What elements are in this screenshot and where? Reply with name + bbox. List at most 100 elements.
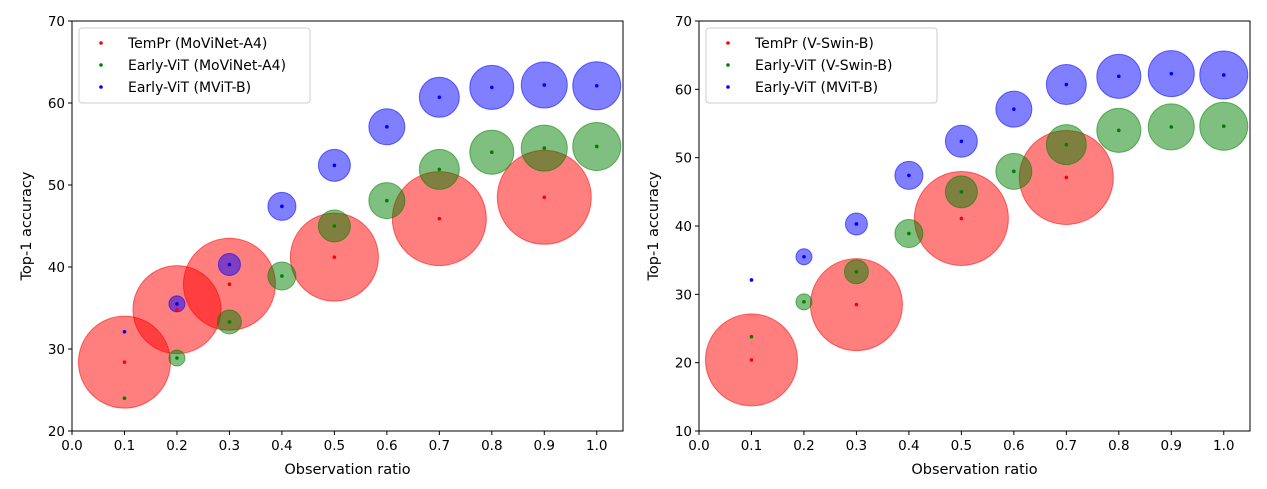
y-tick-label: 20: [675, 356, 692, 372]
legend: TemPr (MoViNet-A4) Early-ViT (MoViNet-A4)…: [78, 27, 311, 104]
data-point-series-1-1: [175, 356, 179, 360]
legend-label: Early-ViT (MViT-B): [755, 80, 878, 96]
y-tick-label: 50: [675, 151, 692, 167]
data-point-series-2-5: [385, 124, 389, 129]
data-point-series-2-7: [490, 85, 494, 90]
data-point-series-1-5: [385, 198, 389, 203]
x-tick-label: 0.3: [846, 438, 867, 454]
data-point-series-2-9: [1221, 73, 1226, 77]
data-point-series-0-3: [332, 255, 337, 259]
y-tick-label: 10: [675, 424, 692, 440]
bubble-layer: [77, 61, 622, 409]
legend: TemPr (V-Swin-B) Early-ViT (V-Swin-B) Earl…: [705, 27, 938, 104]
data-point-series-2-7: [1117, 74, 1121, 79]
data-point-series-0-1: [854, 302, 859, 307]
x-tick-label: 0.4: [898, 438, 919, 454]
x-tick-label: 1.0: [586, 438, 607, 454]
legend-marker: [99, 63, 103, 67]
y-axis-label: Top-1 accuracy: [19, 171, 35, 281]
dot-layer: [749, 71, 1226, 362]
x-tick-label: 0.5: [951, 438, 972, 454]
data-point-series-2-0: [749, 278, 754, 282]
legend-label: TemPr (MoViNet-A4): [127, 36, 267, 52]
chart-right: 0.0 0.1 0.2 0.3 0.4 0.5 0.6 0.7 0.8 0.9 1.0 10 20 30 4…: [646, 14, 1251, 478]
x-axis-label: Observation ratio: [911, 462, 1037, 478]
data-point-series-1-9: [1221, 124, 1226, 129]
chart-left: 0.0 0.1 0.2 0.3 0.4 0.5 0.6 0.7 0.8 0.9 1.0 20 30 40 5…: [19, 14, 624, 478]
data-point-series-0-4: [437, 216, 442, 221]
data-point-series-0-1: [175, 307, 179, 312]
data-point-series-1-8: [542, 146, 547, 150]
data-point-series-2-8: [542, 83, 547, 87]
x-tick-label: 0.8: [481, 438, 502, 454]
data-point-series-1-4: [332, 224, 337, 228]
data-point-series-1-7: [1117, 128, 1121, 133]
data-point-series-1-6: [1064, 142, 1069, 147]
data-point-series-0-2: [227, 282, 232, 287]
x-tick-label: 0.8: [1108, 438, 1129, 454]
data-point-series-2-8: [1169, 71, 1174, 76]
data-point-series-1-9: [594, 144, 599, 149]
legend-label: Early-ViT (V-Swin-B): [755, 58, 893, 74]
data-point-series-2-0: [122, 329, 127, 334]
data-point-series-0-2: [959, 216, 964, 221]
data-point-series-0-0: [749, 358, 754, 362]
x-axis-label: Observation ratio: [284, 462, 410, 478]
y-tick-label: 70: [48, 14, 65, 30]
data-point-series-1-2: [227, 320, 232, 324]
y-tick-label: 60: [48, 96, 65, 112]
data-point-series-2-1: [802, 254, 806, 259]
y-tick-label: 20: [48, 424, 65, 440]
data-point-series-1-1: [802, 300, 806, 304]
legend-marker: [726, 41, 730, 45]
x-tick-label: 0.1: [741, 438, 762, 454]
x-tick-label: 0.1: [114, 438, 135, 454]
data-point-series-1-3: [280, 274, 284, 278]
data-point-series-2-2: [854, 222, 859, 226]
data-point-series-1-0: [749, 334, 754, 339]
x-tick-label: 0.4: [271, 438, 292, 454]
bubble-layer: [704, 50, 1249, 407]
legend-box: [78, 27, 311, 104]
data-point-series-0-5: [542, 195, 547, 200]
data-point-series-2-1: [175, 302, 179, 306]
x-tick-label: 1.0: [1213, 438, 1234, 454]
x-tick-label: 0.6: [376, 438, 397, 454]
x-tick-label: 0.9: [534, 438, 555, 454]
dot-layer: [122, 83, 599, 401]
x-tick-label: 0.0: [61, 438, 82, 454]
data-point-series-2-5: [1012, 107, 1016, 111]
y-axis-label: Top-1 accuracy: [646, 171, 662, 281]
legend-marker: [99, 41, 103, 45]
legend-marker: [726, 63, 730, 67]
data-point-series-0-3: [1064, 175, 1069, 180]
data-point-series-1-3: [907, 231, 911, 236]
y-tick-label: 40: [675, 219, 692, 235]
data-point-series-2-3: [280, 204, 284, 209]
y-tick-label: 60: [675, 82, 692, 98]
data-point-series-1-2: [854, 269, 859, 274]
legend-label: TemPr (V-Swin-B): [754, 36, 874, 52]
y-tick-label: 50: [48, 178, 65, 194]
y-tick-label: 40: [48, 260, 65, 276]
x-tick-label: 0.6: [1003, 438, 1024, 454]
x-tick-label: 0.7: [1056, 438, 1077, 454]
data-point-series-2-4: [959, 139, 964, 144]
legend-label: Early-ViT (MoViNet-A4): [128, 58, 286, 74]
legend-box: [705, 27, 938, 104]
data-point-series-2-6: [437, 95, 442, 100]
y-tick-label: 30: [48, 342, 65, 358]
legend-marker: [726, 85, 730, 89]
data-point-series-1-7: [490, 150, 494, 154]
x-tick-label: 0.3: [219, 438, 240, 454]
x-tick-label: 0.0: [688, 438, 709, 454]
x-tick-label: 0.9: [1161, 438, 1182, 454]
data-point-series-1-0: [122, 396, 127, 401]
x-tick-label: 0.2: [166, 438, 187, 454]
data-point-series-1-6: [437, 167, 442, 172]
plot-frame: [71, 20, 624, 432]
x-tick-label: 0.7: [429, 438, 450, 454]
data-point-series-2-2: [227, 262, 232, 267]
data-point-series-1-8: [1169, 125, 1174, 129]
